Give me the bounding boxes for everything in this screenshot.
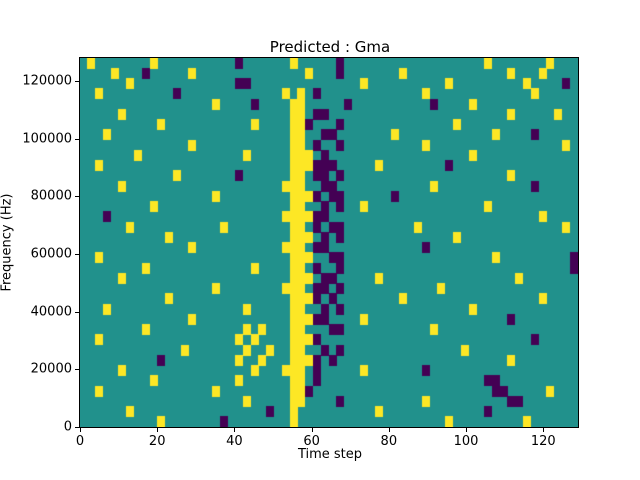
x-tick-mark: [543, 428, 545, 432]
y-tick-mark: [75, 311, 79, 313]
x-tick-mark: [157, 428, 159, 432]
chart-title: Predicted : Gma: [269, 38, 391, 56]
y-tick-mark: [75, 369, 79, 371]
x-tick-mark: [466, 428, 468, 432]
x-axis-label: Time step: [297, 447, 363, 462]
x-tick-label: 60: [303, 434, 320, 449]
plot-area: [79, 57, 579, 428]
y-tick-label: 60000: [30, 246, 72, 262]
y-tick-label: 20000: [30, 361, 72, 377]
x-tick-label: 0: [75, 434, 85, 449]
y-tick-mark: [75, 138, 79, 140]
y-tick-label: 40000: [30, 304, 72, 320]
y-tick-label: 80000: [30, 188, 72, 204]
y-tick-label: 100000: [22, 131, 72, 147]
heatmap-canvas: [80, 58, 578, 427]
y-tick-label: 120000: [22, 73, 72, 89]
y-tick-mark: [75, 254, 79, 256]
y-axis-label: Frequency (Hz): [0, 193, 15, 292]
x-tick-label: 80: [380, 434, 398, 449]
x-tick-label: 100: [453, 434, 479, 449]
x-tick-label: 40: [226, 434, 243, 449]
y-tick-mark: [75, 81, 79, 83]
x-tick-mark: [388, 428, 390, 432]
y-tick-mark: [75, 196, 79, 198]
y-tick-label: 0: [63, 419, 72, 435]
x-tick-mark: [234, 428, 236, 432]
x-tick-mark: [311, 428, 313, 432]
x-tick-label: 120: [530, 434, 556, 449]
y-tick-mark: [75, 427, 79, 428]
x-tick-mark: [80, 428, 81, 432]
x-tick-label: 20: [148, 434, 166, 449]
